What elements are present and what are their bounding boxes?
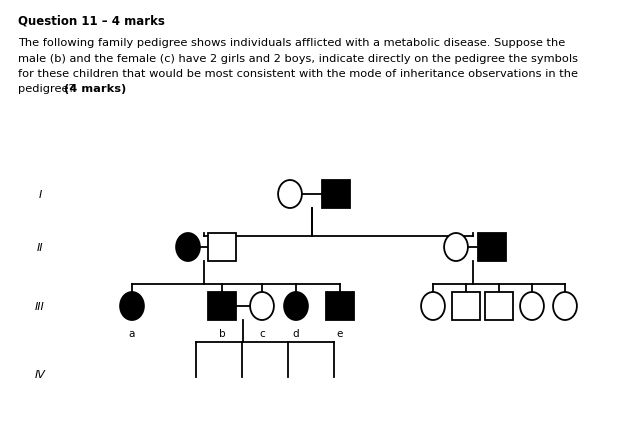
Ellipse shape — [444, 233, 468, 261]
Ellipse shape — [553, 292, 577, 320]
FancyBboxPatch shape — [478, 233, 506, 261]
Ellipse shape — [278, 181, 302, 209]
Text: The following family pedigree shows individuals afflicted with a metabolic disea: The following family pedigree shows indi… — [18, 38, 565, 48]
Ellipse shape — [176, 233, 200, 261]
Text: IV: IV — [35, 369, 45, 379]
Ellipse shape — [250, 292, 274, 320]
Ellipse shape — [120, 292, 144, 320]
Text: a: a — [129, 328, 135, 338]
FancyBboxPatch shape — [208, 233, 236, 261]
Text: II: II — [37, 243, 43, 252]
Text: pedigree?: pedigree? — [18, 84, 78, 94]
Text: e: e — [337, 328, 343, 338]
Text: c: c — [259, 328, 265, 338]
FancyBboxPatch shape — [322, 181, 350, 209]
Text: b: b — [219, 328, 225, 338]
FancyBboxPatch shape — [208, 292, 236, 320]
Ellipse shape — [284, 292, 308, 320]
Text: Question 11 – 4 marks: Question 11 – 4 marks — [18, 14, 165, 27]
Ellipse shape — [421, 292, 445, 320]
FancyBboxPatch shape — [326, 292, 354, 320]
Text: III: III — [35, 301, 45, 311]
FancyBboxPatch shape — [452, 292, 480, 320]
Ellipse shape — [520, 292, 544, 320]
Text: d: d — [292, 328, 299, 338]
Text: I: I — [39, 190, 42, 200]
FancyBboxPatch shape — [485, 292, 513, 320]
Text: (4 marks): (4 marks) — [63, 84, 125, 94]
Text: for these children that would be most consistent with the mode of inheritance ob: for these children that would be most co… — [18, 69, 578, 79]
Text: male (b) and the female (c) have 2 girls and 2 boys, indicate directly on the pe: male (b) and the female (c) have 2 girls… — [18, 53, 578, 63]
